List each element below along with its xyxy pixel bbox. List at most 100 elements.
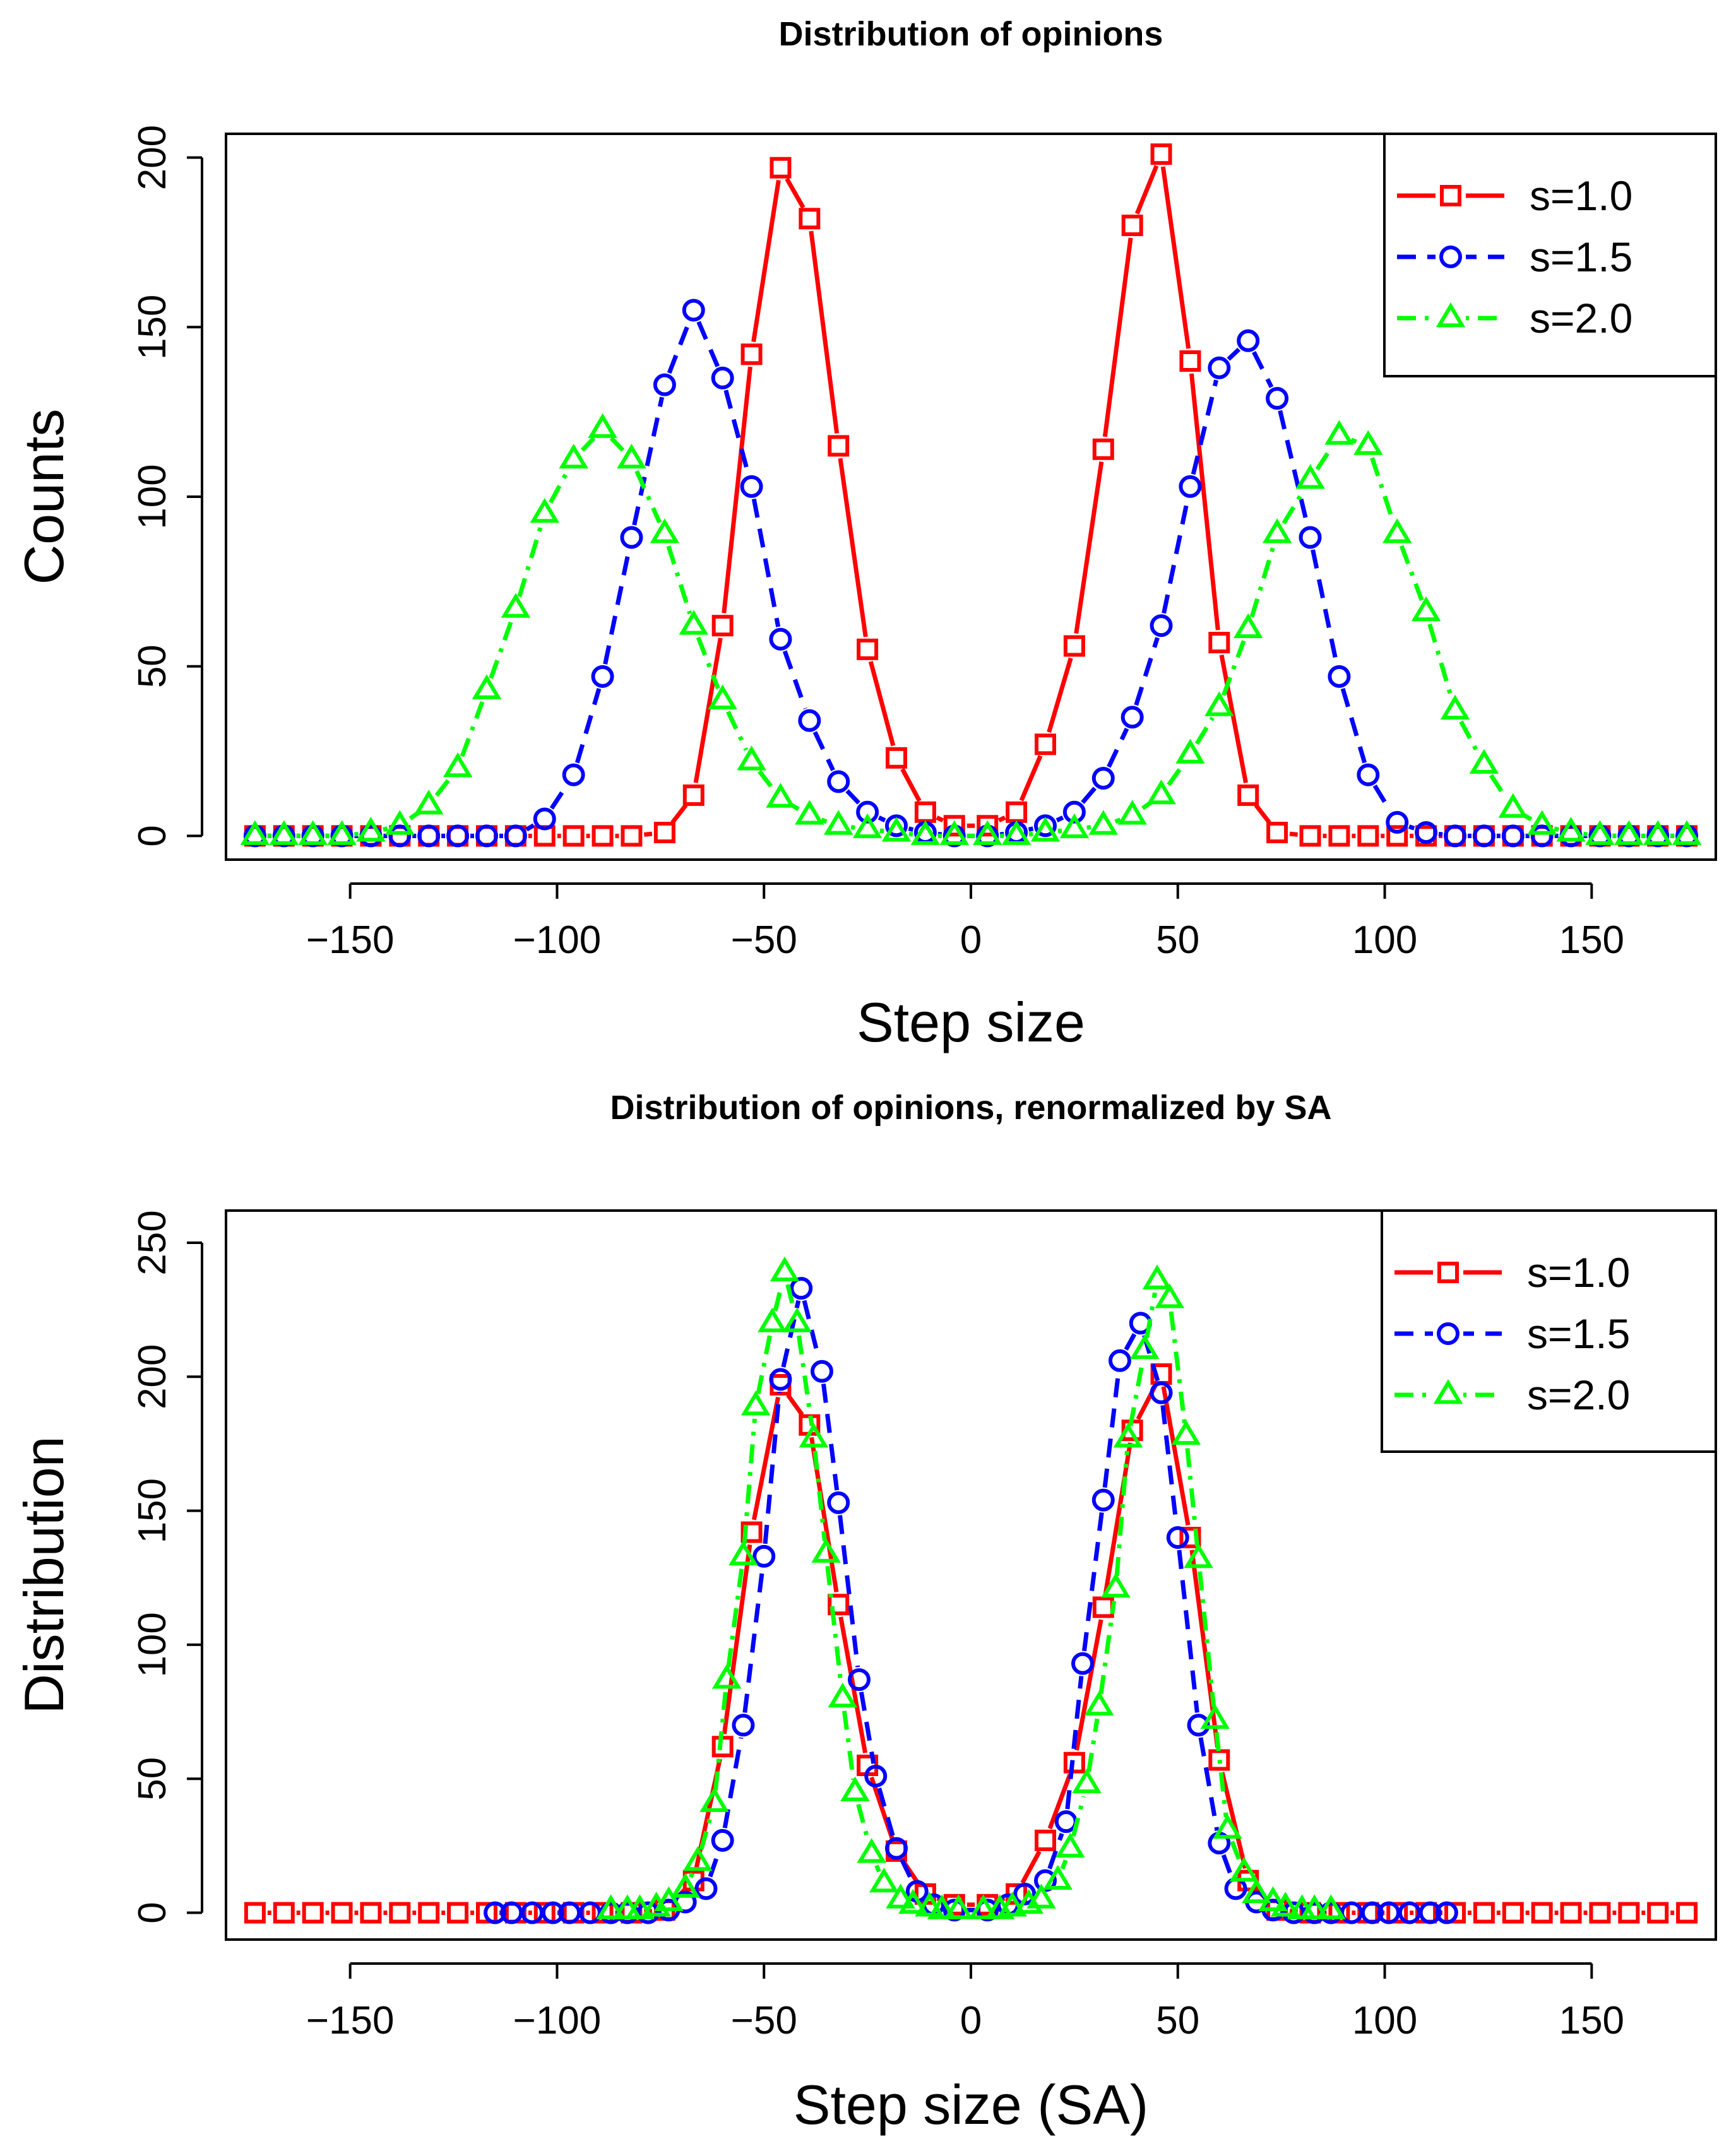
data-point [1035,1829,1056,1851]
data-point [1299,526,1322,549]
data-point [588,413,617,438]
data-point [1266,822,1288,844]
data-point [740,343,763,365]
data-point [1030,817,1061,842]
chart-1: Distribution of opinions −150 −100 −50 0 50 10… [13,15,1717,1053]
series-line-segment [1372,784,1393,813]
series-line-segment [868,661,896,747]
legend-marker [1440,185,1461,206]
data-point [1647,1902,1669,1924]
data-point [1006,801,1028,823]
series-line-segment [874,1864,881,1873]
x-tick-label: 50 [1156,1999,1199,2042]
series-line-segment [877,815,886,822]
data-point [1084,1690,1114,1715]
data-point [728,1540,758,1566]
data-point [1055,1832,1085,1858]
data-point [1213,1814,1242,1839]
series-line-segment [845,789,860,805]
data-point [1353,430,1383,455]
legend-marker [1437,1322,1460,1345]
data-point [1179,350,1201,372]
series-s=1.5 [484,1277,1458,1924]
data-point [1560,1902,1582,1924]
x-tick-label: 50 [1156,918,1199,962]
series-line-segment [1219,655,1248,783]
data-point [1299,825,1321,847]
series-line-segment [696,321,720,367]
data-point [885,1837,908,1860]
data-point [766,783,795,808]
plot-frame [225,1209,1717,1941]
series-line-segment [713,1692,728,1791]
series-line-segment [1254,803,1271,824]
data-point [828,1594,850,1616]
series-line-segment [1160,1405,1179,1526]
data-point [418,1902,440,1924]
data-point [562,825,585,847]
series-line-segment [1227,347,1241,361]
series-line-segment [908,826,914,832]
series-line-segment [1198,1571,1216,1708]
series-line-segment [1160,166,1191,349]
data-point [1013,1882,1037,1905]
data-point [417,824,441,848]
series-line-segment [1134,165,1159,215]
data-point [711,1828,734,1852]
data-point [1166,1526,1189,1550]
data-point [476,1902,497,1924]
data-point [857,1838,886,1863]
data-point [770,1256,800,1282]
series-line-segment [1019,755,1043,802]
series-line-segment [1114,817,1121,824]
series-line-segment [1065,1676,1084,1810]
data-point [1299,1894,1329,1919]
series-line-segment [1081,786,1097,804]
data-point [591,665,614,688]
series-line-segment [900,767,922,802]
data-point [504,824,527,848]
data-point [596,1894,626,1919]
data-point [864,1764,888,1787]
data-point [977,815,999,837]
series-line-segment [489,620,514,679]
series-line-segment [723,389,751,475]
data-point [827,1491,850,1514]
series-line-segment [877,1787,895,1837]
data-point [617,443,646,469]
series-line-segment [1427,623,1454,699]
data-point [886,747,907,769]
data-point [1062,800,1086,824]
data-point [1527,810,1557,835]
series-line-segment [812,731,835,771]
data-point [654,1886,684,1911]
data-point [711,366,734,389]
y-tick-label: 100 [131,464,174,529]
data-point [1386,810,1409,834]
data-point [1117,800,1147,825]
series-line-segment [1107,727,1129,768]
data-point [1092,1596,1114,1618]
series-line-segment [549,469,570,504]
legend-label: s=1.5 [1530,234,1632,280]
series-line-segment [1177,1550,1199,1713]
data-point [1054,1810,1078,1834]
series-line-segment [726,1568,744,1668]
data-point [1418,1901,1442,1924]
data-point [1121,706,1144,729]
data-point [592,1902,614,1924]
series-line-segment [688,1872,695,1878]
data-point [1035,733,1056,756]
data-point [885,814,908,838]
series-line-segment [1161,1386,1191,1526]
data-point [732,1714,755,1737]
data-point [1179,475,1202,498]
data-point [840,1776,870,1801]
data-point [1091,767,1115,790]
series-line-segment [708,1851,721,1878]
x-tick-label: 0 [960,1999,982,2042]
y-tick-label: 0 [131,825,174,846]
x-tick-label: 100 [1352,918,1417,962]
data-point [1142,1264,1172,1289]
